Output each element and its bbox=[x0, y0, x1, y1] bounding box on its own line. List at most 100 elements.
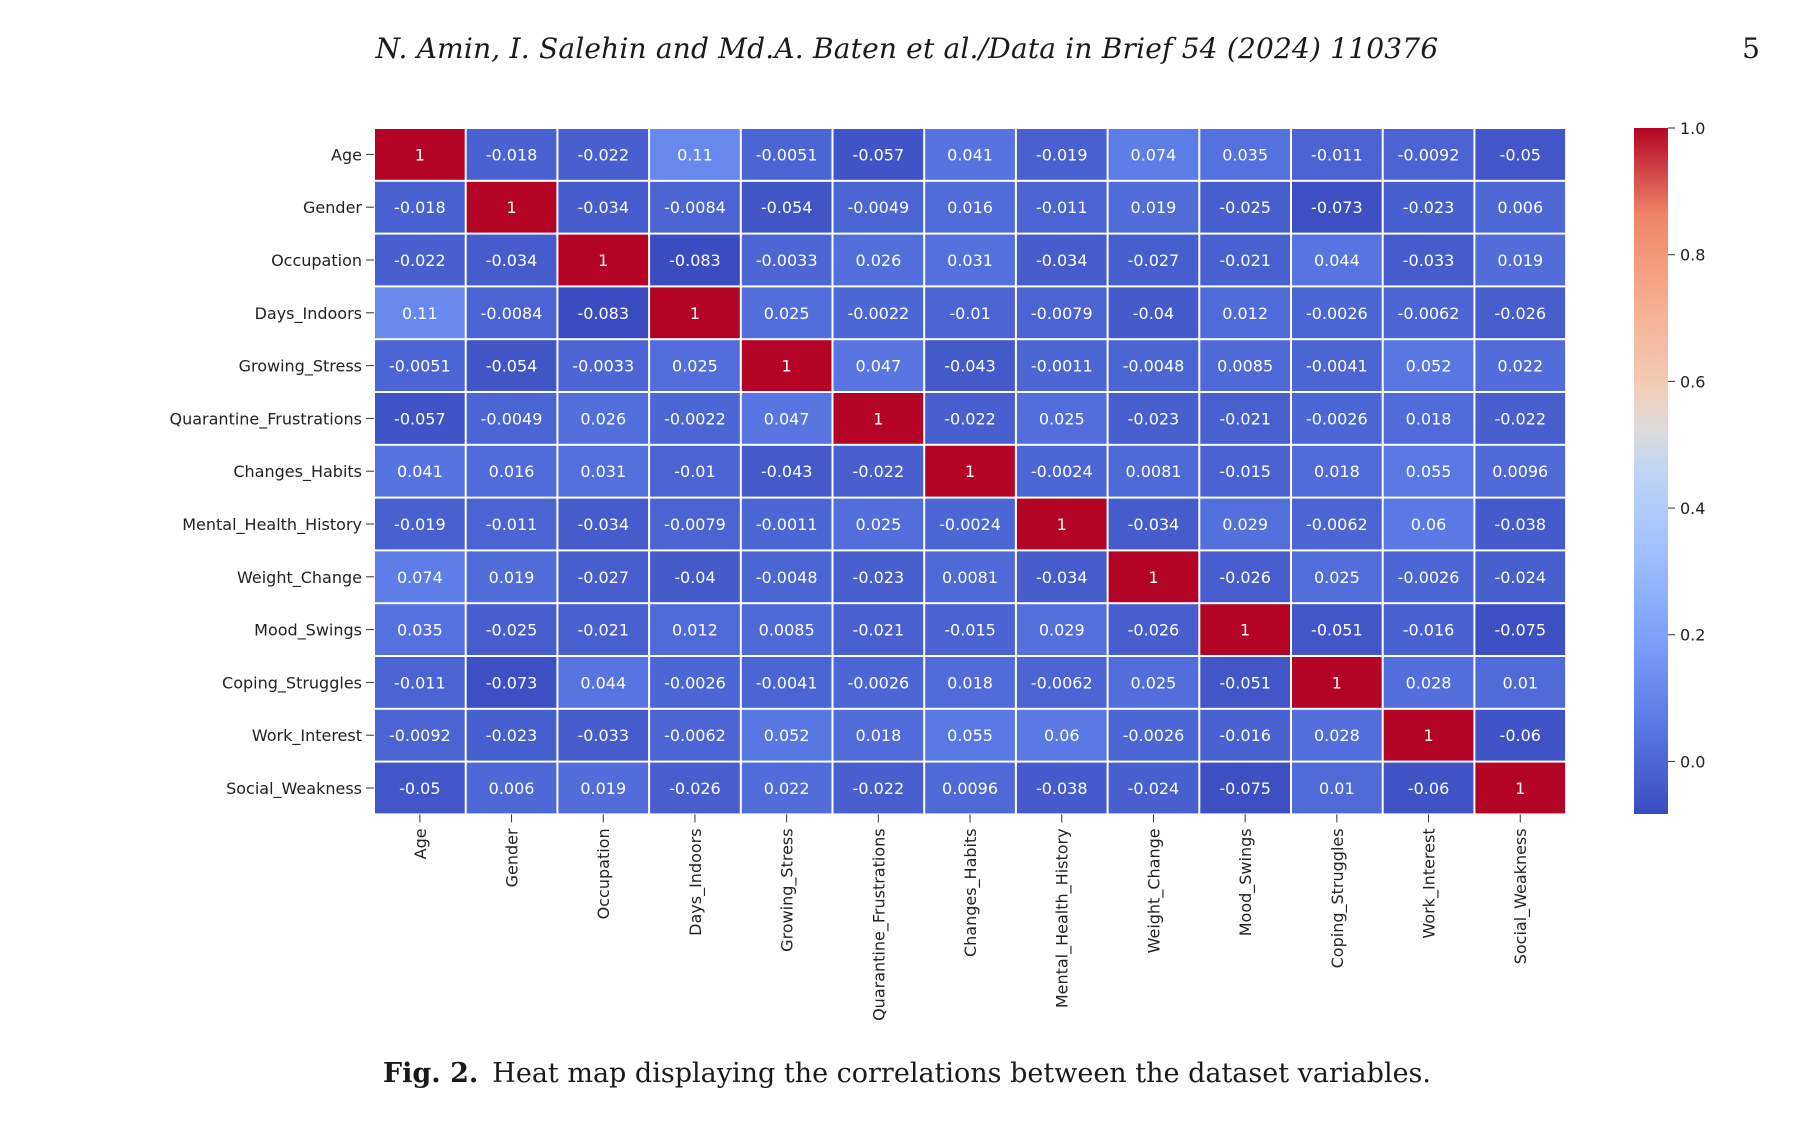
cell-value-label: -0.027 bbox=[577, 568, 629, 587]
cell-value-label: 0.0081 bbox=[1125, 462, 1181, 481]
x-tick-label: Occupation bbox=[594, 828, 613, 919]
cell-value-label: 1 bbox=[1332, 673, 1342, 692]
heatmap-cell bbox=[1016, 234, 1107, 286]
cell-value-label: -0.0051 bbox=[389, 357, 451, 376]
heatmap-cell bbox=[1383, 234, 1474, 286]
heatmap-cell bbox=[741, 498, 832, 550]
heatmap-cell bbox=[558, 551, 649, 603]
heatmap-cell bbox=[558, 709, 649, 761]
cell-value-label: -0.0011 bbox=[756, 515, 818, 534]
cell-value-label: 0.028 bbox=[1406, 673, 1452, 692]
cell-value-label: 1 bbox=[1148, 568, 1158, 587]
x-tick-label: Gender bbox=[503, 828, 522, 887]
x-tick-label: Coping_Struggles bbox=[1328, 828, 1348, 968]
cell-value-label: 0.055 bbox=[1406, 462, 1452, 481]
heatmap-cell bbox=[741, 287, 832, 339]
heatmap-cell bbox=[1108, 129, 1199, 180]
heatmap-cell bbox=[1383, 657, 1474, 708]
cell-value-label: -0.0048 bbox=[756, 568, 818, 587]
heatmap-cell bbox=[1200, 604, 1290, 655]
colorbar-tick-label: 0.4 bbox=[1680, 499, 1705, 518]
heatmap-cell bbox=[375, 129, 465, 180]
heatmap-cell bbox=[466, 129, 557, 180]
cell-value-label: -0.018 bbox=[394, 198, 446, 217]
heatmap-cell bbox=[466, 657, 557, 708]
heatmap-cell bbox=[650, 445, 740, 497]
cell-value-label: -0.0092 bbox=[1398, 145, 1460, 164]
heatmap-cell bbox=[1016, 498, 1107, 550]
heatmap-cell bbox=[558, 129, 649, 180]
heatmap-cell bbox=[1383, 340, 1474, 391]
heatmap-cell bbox=[375, 393, 465, 444]
heatmap-cell bbox=[1016, 445, 1107, 497]
heatmap-cell bbox=[1016, 340, 1107, 391]
heatmap-cell bbox=[741, 604, 832, 655]
cell-value-label: -0.011 bbox=[394, 673, 446, 692]
heatmap-cell bbox=[1016, 129, 1107, 180]
cell-value-label: 1 bbox=[1515, 779, 1525, 798]
cell-value-label: -0.015 bbox=[1219, 462, 1271, 481]
cell-value-label: 0.029 bbox=[1222, 515, 1268, 534]
heatmap-cell bbox=[1200, 657, 1290, 708]
cell-value-label: 0.0081 bbox=[942, 568, 998, 587]
heatmap-cell bbox=[1200, 445, 1290, 497]
cell-value-label: 0.019 bbox=[1131, 198, 1177, 217]
heatmap-cell bbox=[1016, 657, 1107, 708]
cell-value-label: 0.006 bbox=[489, 779, 535, 798]
cell-value-label: -0.0026 bbox=[1306, 304, 1368, 323]
heatmap-cell bbox=[925, 340, 1015, 391]
heatmap-cell bbox=[375, 287, 465, 339]
cell-value-label: 0.074 bbox=[1131, 145, 1177, 164]
heatmap-cell bbox=[650, 393, 740, 444]
cell-value-label: -0.023 bbox=[853, 568, 905, 587]
heatmap-cell bbox=[1292, 234, 1382, 286]
heatmap-cell bbox=[1108, 234, 1199, 286]
heatmap-cell bbox=[1200, 551, 1290, 603]
heatmap-cell bbox=[1016, 181, 1107, 233]
cell-value-label: 0.026 bbox=[580, 409, 626, 428]
cell-value-label: 0.018 bbox=[1314, 462, 1360, 481]
cell-value-label: -0.019 bbox=[394, 515, 446, 534]
heatmap-cell bbox=[1292, 657, 1382, 708]
heatmap-cell bbox=[375, 445, 465, 497]
cell-value-label: 0.025 bbox=[1039, 409, 1085, 428]
heatmap-cell bbox=[466, 181, 557, 233]
heatmap-cell bbox=[1383, 762, 1474, 814]
heatmap-cell bbox=[1108, 604, 1199, 655]
heatmap-cell bbox=[925, 762, 1015, 814]
heatmap-cell bbox=[650, 340, 740, 391]
heatmap-cell bbox=[1200, 287, 1290, 339]
cell-value-label: -0.034 bbox=[1036, 568, 1088, 587]
heatmap-cell bbox=[741, 129, 832, 180]
heatmap-cell bbox=[650, 604, 740, 655]
cell-value-label: -0.0062 bbox=[1306, 515, 1368, 534]
running-head: N. Amin, I. Salehin and Md.A. Baten et a… bbox=[375, 32, 1439, 65]
x-tick-label: Changes_Habits bbox=[961, 828, 981, 957]
cell-value-label: 0.0096 bbox=[1492, 462, 1548, 481]
heatmap-cell bbox=[833, 445, 924, 497]
cell-value-label: -0.015 bbox=[944, 621, 996, 640]
heatmap-cell bbox=[1200, 234, 1290, 286]
heatmap-cell bbox=[466, 604, 557, 655]
cell-value-label: 1 bbox=[1057, 515, 1067, 534]
heatmap-cell bbox=[741, 340, 832, 391]
cell-value-label: 0.012 bbox=[672, 621, 718, 640]
x-tick-label: Weight_Change bbox=[1144, 828, 1164, 953]
x-tick-label: Social_Weakness bbox=[1511, 828, 1531, 964]
cell-value-label: 0.028 bbox=[1314, 726, 1360, 745]
cell-value-label: 0.029 bbox=[1039, 621, 1085, 640]
cell-value-label: -0.016 bbox=[1403, 621, 1455, 640]
heatmap-cell bbox=[1383, 129, 1474, 180]
heatmap-cell bbox=[1475, 762, 1566, 814]
heatmap-cell bbox=[1108, 287, 1199, 339]
heatmap-cell bbox=[375, 340, 465, 391]
heatmap-cell bbox=[650, 287, 740, 339]
cell-value-label: 0.031 bbox=[580, 462, 626, 481]
heatmap-cell bbox=[1292, 604, 1382, 655]
heatmap-cell bbox=[833, 129, 924, 180]
caption-label: Fig. 2. bbox=[383, 1058, 479, 1089]
heatmap-cell bbox=[375, 181, 465, 233]
cell-value-label: -0.075 bbox=[1494, 621, 1546, 640]
heatmap-cell bbox=[466, 709, 557, 761]
cell-value-label: -0.034 bbox=[1128, 515, 1180, 534]
